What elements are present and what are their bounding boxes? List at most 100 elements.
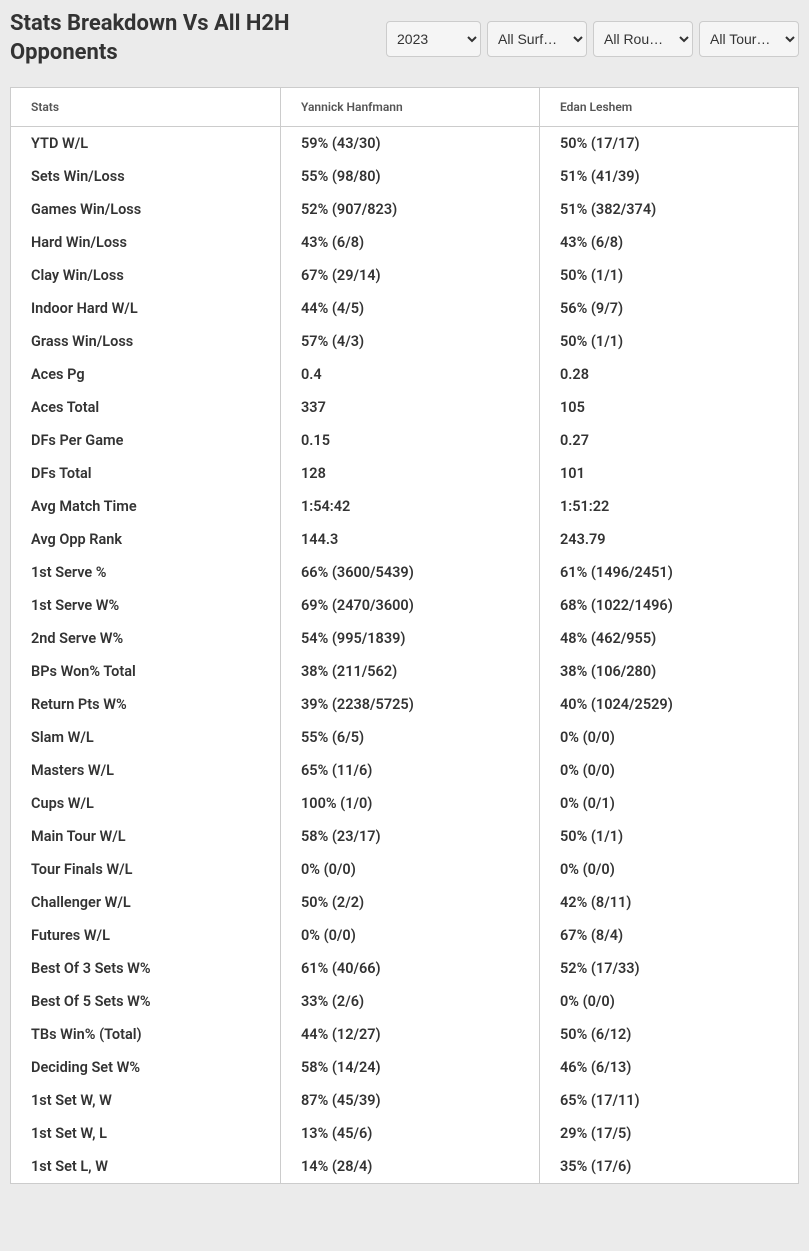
page-title: Stats Breakdown Vs All H2H Opponents xyxy=(10,10,290,67)
table-row: BPs Won% Total38% (211/562)38% (106/280) xyxy=(11,655,799,688)
table-row: Aces Total337105 xyxy=(11,391,799,424)
table-row: Clay Win/Loss67% (29/14)50% (1/1) xyxy=(11,259,799,292)
col-header-player1: Yannick Hanfmann xyxy=(281,88,540,127)
stat-value: 44% (12/27) xyxy=(281,1018,540,1051)
table-row: DFs Total128101 xyxy=(11,457,799,490)
table-row: Avg Opp Rank144.3243.79 xyxy=(11,523,799,556)
col-header-player2: Edan Leshem xyxy=(540,88,799,127)
stat-value: 0% (0/1) xyxy=(540,787,799,820)
stat-value: 61% (1496/2451) xyxy=(540,556,799,589)
stat-label: TBs Win% (Total) xyxy=(11,1018,281,1051)
stat-label: Tour Finals W/L xyxy=(11,853,281,886)
stat-value: 58% (23/17) xyxy=(281,820,540,853)
stat-value: 51% (382/374) xyxy=(540,193,799,226)
stat-value: 50% (6/12) xyxy=(540,1018,799,1051)
stat-label: Challenger W/L xyxy=(11,886,281,919)
table-row: Tour Finals W/L0% (0/0)0% (0/0) xyxy=(11,853,799,886)
table-row: 1st Set L, W14% (28/4)35% (17/6) xyxy=(11,1150,799,1184)
table-row: 1st Set W, L13% (45/6)29% (17/5) xyxy=(11,1117,799,1150)
stat-label: Slam W/L xyxy=(11,721,281,754)
stat-label: 1st Serve W% xyxy=(11,589,281,622)
stat-value: 1:54:42 xyxy=(281,490,540,523)
table-row: 1st Serve %66% (3600/5439)61% (1496/2451… xyxy=(11,556,799,589)
stat-value: 68% (1022/1496) xyxy=(540,589,799,622)
stat-label: Best Of 5 Sets W% xyxy=(11,985,281,1018)
stat-value: 38% (211/562) xyxy=(281,655,540,688)
stat-value: 101 xyxy=(540,457,799,490)
stat-value: 51% (41/39) xyxy=(540,160,799,193)
stat-value: 67% (8/4) xyxy=(540,919,799,952)
stat-value: 50% (1/1) xyxy=(540,325,799,358)
table-row: 1st Set W, W87% (45/39)65% (17/11) xyxy=(11,1084,799,1117)
stat-label: Main Tour W/L xyxy=(11,820,281,853)
stat-label: Avg Opp Rank xyxy=(11,523,281,556)
tournament-select[interactable]: All Tour… xyxy=(699,21,799,57)
stat-label: 2nd Serve W% xyxy=(11,622,281,655)
stat-label: Cups W/L xyxy=(11,787,281,820)
stat-value: 57% (4/3) xyxy=(281,325,540,358)
stat-value: 0.15 xyxy=(281,424,540,457)
stat-value: 33% (2/6) xyxy=(281,985,540,1018)
col-header-stats: Stats xyxy=(11,88,281,127)
stat-value: 243.79 xyxy=(540,523,799,556)
stat-value: 43% (6/8) xyxy=(540,226,799,259)
table-row: 1st Serve W%69% (2470/3600)68% (1022/149… xyxy=(11,589,799,622)
stat-value: 50% (2/2) xyxy=(281,886,540,919)
stat-value: 0.28 xyxy=(540,358,799,391)
stat-value: 38% (106/280) xyxy=(540,655,799,688)
table-row: Best Of 3 Sets W%61% (40/66)52% (17/33) xyxy=(11,952,799,985)
stat-label: 1st Set W, L xyxy=(11,1117,281,1150)
table-row: DFs Per Game0.150.27 xyxy=(11,424,799,457)
table-row: Return Pts W%39% (2238/5725)40% (1024/25… xyxy=(11,688,799,721)
table-row: TBs Win% (Total)44% (12/27)50% (6/12) xyxy=(11,1018,799,1051)
stat-label: Hard Win/Loss xyxy=(11,226,281,259)
surface-select[interactable]: All Surfa… xyxy=(487,21,587,57)
stat-value: 0% (0/0) xyxy=(540,754,799,787)
stat-value: 0% (0/0) xyxy=(281,853,540,886)
stat-value: 50% (17/17) xyxy=(540,127,799,161)
stat-value: 54% (995/1839) xyxy=(281,622,540,655)
filter-bar: 2023 All Surfa… All Rounds All Tour… xyxy=(386,21,799,57)
stat-value: 52% (907/823) xyxy=(281,193,540,226)
stat-label: DFs Total xyxy=(11,457,281,490)
stat-label: Masters W/L xyxy=(11,754,281,787)
stat-label: Return Pts W% xyxy=(11,688,281,721)
table-row: Indoor Hard W/L44% (4/5)56% (9/7) xyxy=(11,292,799,325)
stat-value: 87% (45/39) xyxy=(281,1084,540,1117)
stat-value: 100% (1/0) xyxy=(281,787,540,820)
stat-value: 1:51:22 xyxy=(540,490,799,523)
stat-value: 67% (29/14) xyxy=(281,259,540,292)
stat-value: 35% (17/6) xyxy=(540,1150,799,1184)
stat-value: 65% (11/6) xyxy=(281,754,540,787)
stat-value: 29% (17/5) xyxy=(540,1117,799,1150)
stat-label: Futures W/L xyxy=(11,919,281,952)
stat-value: 66% (3600/5439) xyxy=(281,556,540,589)
stat-value: 0% (0/0) xyxy=(540,721,799,754)
stat-value: 43% (6/8) xyxy=(281,226,540,259)
stat-value: 0.27 xyxy=(540,424,799,457)
stat-value: 55% (98/80) xyxy=(281,160,540,193)
stat-label: 1st Set W, W xyxy=(11,1084,281,1117)
stat-label: Deciding Set W% xyxy=(11,1051,281,1084)
year-select[interactable]: 2023 xyxy=(386,21,481,57)
stat-label: DFs Per Game xyxy=(11,424,281,457)
stat-label: 1st Serve % xyxy=(11,556,281,589)
stat-value: 105 xyxy=(540,391,799,424)
stat-value: 48% (462/955) xyxy=(540,622,799,655)
stat-value: 0% (0/0) xyxy=(281,919,540,952)
stat-value: 144.3 xyxy=(281,523,540,556)
stats-table: Stats Yannick Hanfmann Edan Leshem YTD W… xyxy=(10,87,799,1184)
stat-value: 0% (0/0) xyxy=(540,985,799,1018)
stat-label: Clay Win/Loss xyxy=(11,259,281,292)
table-row: Games Win/Loss52% (907/823)51% (382/374) xyxy=(11,193,799,226)
table-row: Best Of 5 Sets W%33% (2/6)0% (0/0) xyxy=(11,985,799,1018)
stat-value: 40% (1024/2529) xyxy=(540,688,799,721)
stat-label: Grass Win/Loss xyxy=(11,325,281,358)
round-select[interactable]: All Rounds xyxy=(593,21,693,57)
stat-value: 55% (6/5) xyxy=(281,721,540,754)
stat-value: 44% (4/5) xyxy=(281,292,540,325)
stat-value: 50% (1/1) xyxy=(540,259,799,292)
stat-value: 69% (2470/3600) xyxy=(281,589,540,622)
stat-value: 61% (40/66) xyxy=(281,952,540,985)
table-row: Cups W/L100% (1/0)0% (0/1) xyxy=(11,787,799,820)
